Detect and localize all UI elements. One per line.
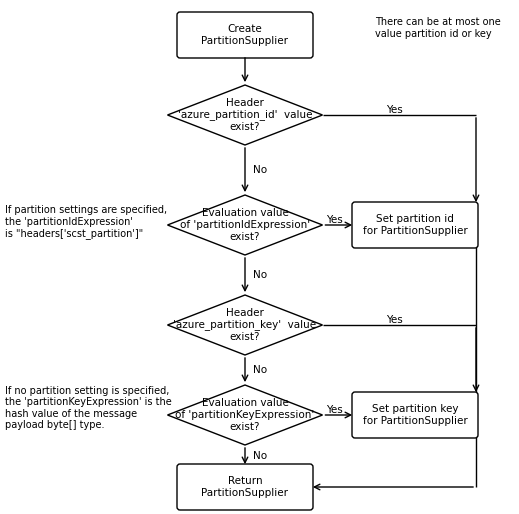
- Text: No: No: [253, 270, 267, 280]
- Text: If partition settings are specified,
the 'partitionIdExpression'
is "headers['sc: If partition settings are specified, the…: [5, 205, 167, 239]
- Text: Yes: Yes: [386, 105, 403, 115]
- Polygon shape: [168, 85, 322, 145]
- Text: No: No: [253, 451, 267, 461]
- Text: Header
'azure_partition_key'  value
exist?: Header 'azure_partition_key' value exist…: [173, 308, 317, 342]
- Text: Set partition key
for PartitionSupplier: Set partition key for PartitionSupplier: [363, 404, 468, 426]
- Polygon shape: [168, 385, 322, 445]
- Text: Create
PartitionSupplier: Create PartitionSupplier: [201, 24, 289, 46]
- Text: No: No: [253, 165, 267, 175]
- Text: No: No: [253, 365, 267, 375]
- Text: Evaluation value
of 'partitionIdExpression'
exist?: Evaluation value of 'partitionIdExpressi…: [180, 208, 310, 242]
- Text: There can be at most one
value partition id or key: There can be at most one value partition…: [375, 17, 501, 39]
- Text: Set partition id
for PartitionSupplier: Set partition id for PartitionSupplier: [363, 214, 468, 236]
- Text: Return
PartitionSupplier: Return PartitionSupplier: [201, 476, 289, 498]
- Text: Yes: Yes: [326, 215, 343, 225]
- Text: Yes: Yes: [386, 315, 403, 325]
- Text: Yes: Yes: [326, 405, 343, 415]
- FancyBboxPatch shape: [177, 12, 313, 58]
- FancyBboxPatch shape: [352, 202, 478, 248]
- Polygon shape: [168, 295, 322, 355]
- FancyBboxPatch shape: [177, 464, 313, 510]
- Text: Evaluation value
of 'partitionKeyExpression'
exist?: Evaluation value of 'partitionKeyExpress…: [175, 398, 315, 432]
- Text: Header
'azure_partition_id'  value
exist?: Header 'azure_partition_id' value exist?: [177, 98, 312, 132]
- Polygon shape: [168, 195, 322, 255]
- Text: If no partition setting is specified,
the 'partitionKeyExpression' is the
hash v: If no partition setting is specified, th…: [5, 386, 172, 430]
- FancyBboxPatch shape: [352, 392, 478, 438]
